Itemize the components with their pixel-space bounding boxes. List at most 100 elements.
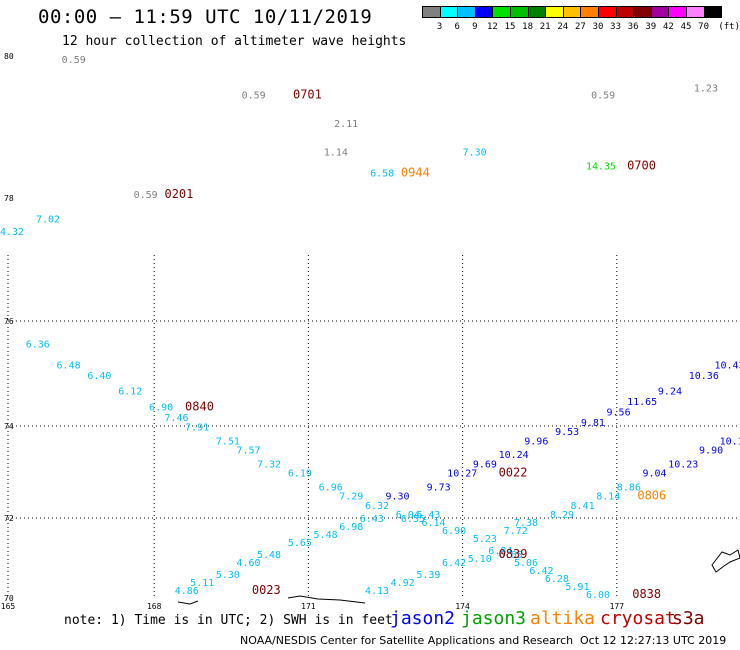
color-scale-unit: (ft): [718, 22, 740, 32]
wave-height-label: 6.04: [396, 510, 420, 521]
wave-height-label: 7.32: [257, 459, 281, 470]
wave-height-label: 10.43: [714, 360, 740, 371]
legend-s3a: s3a: [672, 608, 705, 629]
wave-height-label: 7.51: [216, 436, 240, 447]
legend-altika: altika: [530, 608, 596, 629]
wave-height-label: 5.91: [565, 582, 589, 593]
wave-height-label: 5.06: [514, 558, 538, 569]
color-scale-swatch: [703, 6, 723, 18]
wave-height-label: 9.90: [699, 446, 723, 457]
wave-height-label: 6.00: [586, 590, 610, 601]
wave-height-label: 9.56: [607, 408, 631, 419]
wave-height-label: 6.32: [365, 501, 389, 512]
x-tick-label: 177: [610, 602, 625, 611]
pass-time-label: 0838: [632, 587, 661, 601]
color-scale-label: 30: [592, 22, 604, 32]
wave-height-label: 7.72: [504, 526, 528, 537]
wave-height-label: 6.90: [149, 402, 173, 413]
wave-height-label: 6.90: [442, 526, 466, 537]
wave-height-label: 6.12: [118, 387, 142, 398]
wave-height-label: 6.19: [288, 469, 312, 480]
color-scale-label: 12: [486, 22, 498, 32]
y-tick-label: 74: [4, 422, 14, 431]
wave-height-label: 5.39: [416, 570, 440, 581]
y-tick-label: 70: [4, 594, 14, 603]
pass-time-label: 0700: [627, 159, 656, 173]
wave-height-label: 6.55: [401, 514, 425, 525]
wave-height-label: 1.23: [694, 84, 718, 95]
color-scale-label: 15: [504, 22, 516, 32]
wave-height-label: 10.36: [689, 371, 719, 382]
wave-height-label: 7.30: [463, 147, 487, 158]
color-scale-label: 45: [680, 22, 692, 32]
wave-height-label: 1.14: [324, 147, 348, 158]
wave-height-label: 6.43: [360, 514, 384, 525]
pass-time-label: 0839: [499, 547, 528, 561]
color-scale-label: 6: [454, 22, 460, 32]
wave-height-label: 7.57: [236, 446, 260, 457]
wave-height-label: 8.29: [550, 510, 574, 521]
wave-height-label: 7.38: [514, 518, 538, 529]
y-tick-label: 78: [4, 194, 14, 203]
pass-time-label: 0806: [637, 489, 666, 503]
color-scale-label: 9: [472, 22, 478, 32]
y-tick-label: 80: [4, 52, 14, 61]
x-tick-label: 171: [301, 602, 316, 611]
y-tick-label: 72: [4, 514, 14, 523]
wave-height-label: 7.91: [185, 423, 209, 434]
color-scale-label: 70: [698, 22, 710, 32]
pass-time-label: 0023: [252, 583, 281, 597]
wave-height-label: 9.96: [524, 436, 548, 447]
wave-height-label: 4.86: [175, 586, 199, 597]
wave-height-label: 10.13: [720, 436, 740, 447]
wave-height-label: 14.35: [586, 162, 616, 173]
color-scale-label: 39: [645, 22, 657, 32]
legend-jason2: jason2: [390, 608, 456, 629]
y-tick-label: 76: [4, 317, 14, 326]
wave-height-label: 6.42: [442, 558, 466, 569]
wave-height-label: 6.98: [339, 522, 363, 533]
color-scale-label: 3: [436, 22, 443, 32]
wave-height-label: 0.59: [591, 91, 615, 102]
wave-height-label: 8.41: [571, 501, 595, 512]
wave-height-label: 6.40: [87, 371, 111, 382]
wave-height-label: 6.14: [421, 518, 445, 529]
pass-time-label: 0201: [164, 187, 193, 201]
wave-height-label: 11.65: [627, 397, 657, 408]
wave-height-label: 4.13: [365, 586, 389, 597]
wave-height-label: 2.11: [334, 119, 358, 130]
color-scale-label: 18: [522, 22, 534, 32]
x-tick-label: 165: [1, 602, 16, 611]
color-scale-label: 42: [662, 22, 674, 32]
pass-time-labels: 0944070007010020108400022080608390023083…: [164, 88, 666, 601]
color-scale-label: 21: [539, 22, 551, 32]
coastline-east: [711, 549, 740, 573]
wave-height-label: 5.48: [257, 550, 281, 561]
wave-height-label: 4.60: [236, 558, 260, 569]
wave-height-label: 6.58: [370, 169, 394, 180]
page-title: 00:00 – 11:59 UTC 10/11/2019: [38, 6, 373, 28]
page-subtitle: 12 hour collection of altimeter wave hei…: [62, 34, 407, 49]
wave-height-label: 9.30: [386, 492, 410, 503]
wave-height-label: 8.14: [596, 492, 620, 503]
note-text: note: 1) Time is in UTC; 2) SWH is in fe…: [64, 613, 393, 628]
wave-height-label: 8.86: [617, 482, 641, 493]
color-scale-label: 24: [557, 22, 569, 32]
wave-height-label: 9.04: [643, 469, 667, 480]
graticule: [7, 255, 740, 598]
legend-jason3: jason3: [461, 608, 527, 629]
legend-cryosat: cryosat: [600, 608, 676, 629]
wave-height-label: 5.48: [314, 530, 338, 541]
coastline-center: [287, 595, 366, 604]
wave-height-label: 0.59: [242, 91, 266, 102]
color-scale-label: 33: [610, 22, 622, 32]
x-tick-label: 174: [455, 602, 470, 611]
wave-height-label: 4.92: [391, 578, 415, 589]
wave-height-label: 9.73: [427, 482, 451, 493]
footer-timestamp: Oct 12 12:27:13 UTC 2019: [580, 634, 727, 647]
wave-height-label: 10.27: [447, 469, 477, 480]
wave-height-label: 6.65: [499, 550, 523, 561]
wave-height-label: 0.59: [62, 55, 86, 66]
wave-height-label: 9.81: [581, 418, 605, 429]
